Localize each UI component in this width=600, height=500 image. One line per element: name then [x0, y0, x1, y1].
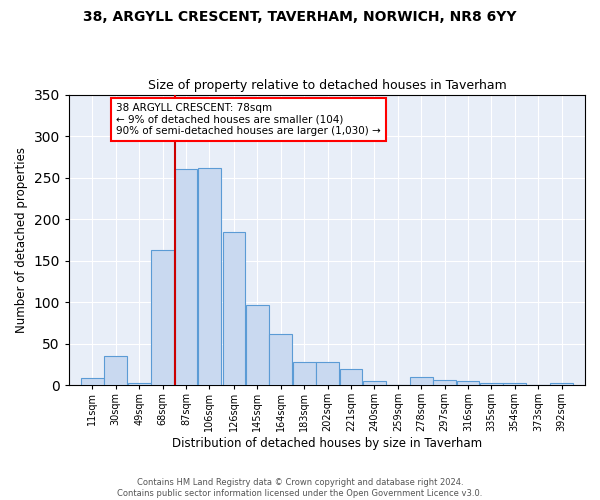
Y-axis label: Number of detached properties: Number of detached properties [15, 147, 28, 333]
Bar [223, 232, 245, 385]
Bar [246, 306, 269, 385]
Text: 38 ARGYLL CRESCENT: 78sqm
← 9% of detached houses are smaller (104)
90% of semi-: 38 ARGYLL CRESCENT: 78sqm ← 9% of detach… [116, 103, 380, 136]
Bar [81, 378, 104, 385]
Bar [104, 356, 127, 385]
Bar [480, 384, 503, 385]
Bar [503, 384, 526, 385]
Bar [175, 170, 197, 385]
Text: 38, ARGYLL CRESCENT, TAVERHAM, NORWICH, NR8 6YY: 38, ARGYLL CRESCENT, TAVERHAM, NORWICH, … [83, 10, 517, 24]
Bar [128, 382, 151, 385]
Bar [363, 381, 386, 385]
Bar [151, 250, 174, 385]
Bar [433, 380, 456, 385]
Bar [198, 168, 221, 385]
Bar [457, 381, 479, 385]
Title: Size of property relative to detached houses in Taverham: Size of property relative to detached ho… [148, 79, 506, 92]
Bar [293, 362, 316, 385]
X-axis label: Distribution of detached houses by size in Taverham: Distribution of detached houses by size … [172, 437, 482, 450]
Bar [269, 334, 292, 385]
Bar [550, 382, 573, 385]
Bar [410, 377, 433, 385]
Bar [316, 362, 339, 385]
Text: Contains HM Land Registry data © Crown copyright and database right 2024.
Contai: Contains HM Land Registry data © Crown c… [118, 478, 482, 498]
Bar [340, 368, 362, 385]
